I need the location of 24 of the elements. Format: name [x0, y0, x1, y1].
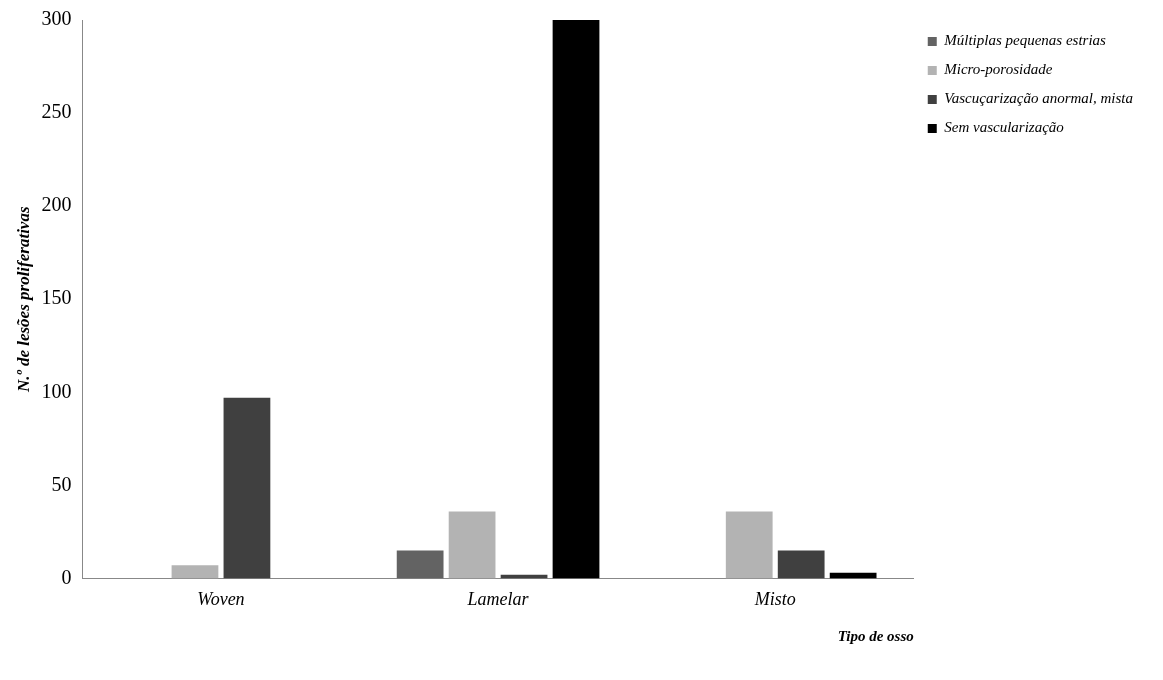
legend-label: Múltiplas pequenas estrias: [943, 32, 1107, 49]
x-tick-label: Lamelar: [466, 588, 530, 609]
bar: [552, 20, 600, 579]
bar: [223, 397, 271, 579]
y-axis-title: N.º de lesões proliferativas: [13, 206, 33, 393]
y-tick-label: 50: [51, 472, 72, 495]
y-tick-label: 200: [41, 193, 72, 216]
y-tick-label: 0: [61, 565, 72, 588]
bar: [171, 565, 219, 579]
bar: [396, 550, 444, 579]
legend-label: Vascuçarização anormal, mista: [944, 90, 1133, 107]
legend-label: Sem vascularização: [944, 119, 1065, 136]
bar: [725, 511, 773, 579]
y-tick-label: 300: [41, 7, 72, 30]
y-tick-label: 150: [41, 286, 72, 309]
bar: [777, 550, 825, 579]
x-tick-label: Misto: [753, 588, 796, 609]
x-axis-title: Tipo de osso: [837, 627, 914, 644]
x-tick-label: Woven: [197, 588, 245, 609]
bar: [448, 511, 496, 579]
y-tick-label: 250: [41, 100, 72, 123]
y-tick-label: 100: [41, 379, 72, 402]
legend-label: Micro-porosidade: [943, 61, 1053, 78]
bar: [829, 572, 877, 579]
